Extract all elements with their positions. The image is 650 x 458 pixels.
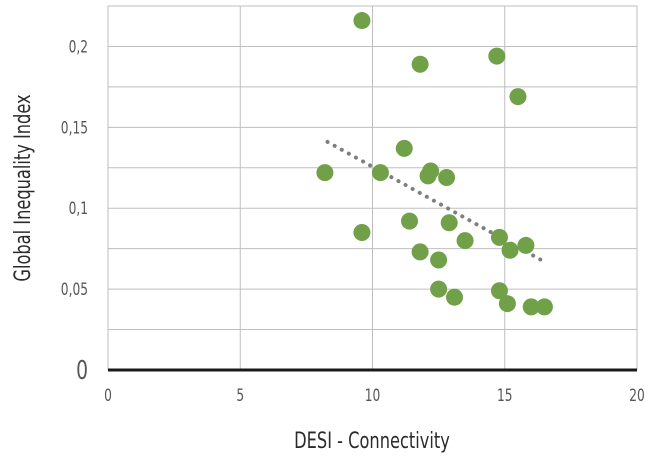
data-point bbox=[353, 12, 371, 30]
x-tick-label: 0 bbox=[104, 386, 112, 406]
data-point bbox=[438, 168, 456, 186]
data-point bbox=[422, 162, 440, 180]
y-tick-label: 0,05 bbox=[61, 280, 88, 300]
data-point bbox=[353, 223, 371, 241]
data-point bbox=[456, 232, 474, 250]
data-point bbox=[316, 164, 334, 182]
data-point bbox=[490, 228, 508, 246]
data-point bbox=[509, 88, 527, 106]
data-point bbox=[517, 236, 535, 254]
x-tick-label: 10 bbox=[365, 386, 381, 406]
x-axis-title: DESI - Connectivity bbox=[294, 427, 450, 453]
y-tick-label: 0,15 bbox=[61, 118, 88, 138]
data-point bbox=[371, 164, 389, 182]
data-point bbox=[522, 298, 540, 316]
x-tick-label: 5 bbox=[236, 386, 244, 406]
x-tick-label: 20 bbox=[629, 386, 645, 406]
data-point bbox=[445, 288, 463, 306]
y-tick-labels: 0 0,05 0,1 0,15 0,2 bbox=[61, 37, 88, 386]
y-tick-label: 0 bbox=[76, 355, 88, 386]
data-point bbox=[430, 280, 448, 298]
data-point bbox=[411, 55, 429, 73]
data-points bbox=[316, 12, 553, 316]
y-axis-title: Global Inequality Index bbox=[9, 94, 35, 282]
y-tick-label: 0,2 bbox=[69, 37, 88, 57]
data-point bbox=[430, 251, 448, 269]
data-point bbox=[535, 298, 553, 316]
data-point bbox=[488, 47, 506, 65]
data-point bbox=[395, 139, 413, 157]
gridlines bbox=[107, 5, 638, 371]
x-tick-label: 15 bbox=[497, 386, 513, 406]
y-tick-label: 0,1 bbox=[69, 199, 88, 219]
x-tick-labels: 0 5 10 15 20 bbox=[104, 386, 645, 406]
data-point bbox=[490, 282, 508, 300]
data-point bbox=[411, 243, 429, 261]
data-point bbox=[440, 214, 458, 232]
data-point bbox=[501, 241, 519, 259]
data-point bbox=[498, 295, 516, 313]
data-point bbox=[401, 212, 419, 230]
